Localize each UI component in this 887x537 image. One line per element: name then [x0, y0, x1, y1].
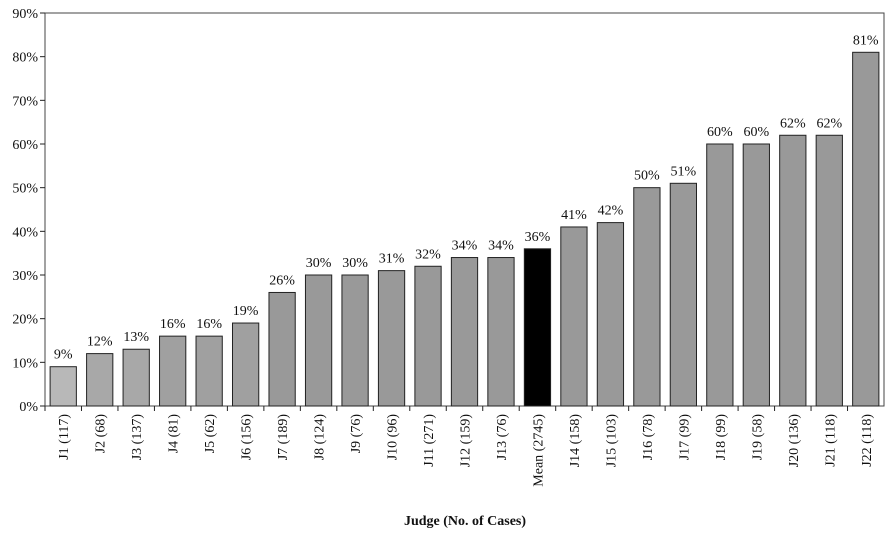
value-label: 60% — [743, 125, 769, 140]
x-tick-label: J3 (137) — [130, 414, 145, 461]
value-label: 16% — [160, 317, 186, 332]
bar — [487, 257, 515, 407]
x-tick-label: J7 (189) — [276, 414, 291, 461]
y-tick-label: 50% — [12, 182, 38, 197]
bar — [86, 353, 114, 407]
bar — [414, 265, 442, 407]
value-label: 34% — [488, 239, 514, 254]
bar — [596, 222, 625, 407]
bar — [195, 335, 223, 407]
value-label: 62% — [816, 116, 842, 131]
value-label: 51% — [671, 164, 697, 179]
value-label: 50% — [634, 169, 660, 184]
bar — [779, 134, 807, 407]
y-tick-label: 70% — [12, 94, 38, 109]
bar — [633, 187, 661, 407]
x-tick-label: J20 (136) — [787, 414, 802, 468]
x-tick-label: J21 (118) — [823, 414, 838, 467]
value-label: 31% — [379, 252, 405, 267]
x-tick-label: J19 (58) — [750, 414, 765, 461]
y-tick-label: 90% — [12, 7, 38, 22]
value-label: 81% — [853, 33, 879, 48]
bar — [815, 134, 843, 407]
value-label: 12% — [87, 335, 113, 350]
bar — [231, 322, 260, 407]
x-tick-label: J18 (99) — [714, 414, 729, 461]
x-tick-label: J5 (62) — [203, 414, 218, 454]
x-tick-label: J1 (117) — [57, 414, 72, 460]
bar — [341, 274, 369, 407]
x-tick-label: J9 (76) — [349, 414, 364, 454]
value-label: 9% — [54, 348, 73, 363]
y-tick-label: 40% — [12, 225, 38, 240]
x-tick-label: J8 (124) — [313, 414, 328, 461]
bar — [706, 143, 734, 407]
bar — [560, 226, 588, 407]
value-label: 32% — [415, 247, 441, 262]
x-tick-label: J12 (159) — [459, 414, 474, 468]
value-label: 42% — [598, 204, 624, 219]
bar — [377, 270, 406, 407]
value-label: 13% — [123, 330, 149, 345]
bar — [304, 274, 333, 407]
x-axis-title: Judge (No. of Cases) — [404, 514, 526, 529]
x-tick-label: J17 (99) — [677, 414, 692, 461]
y-tick-label: 20% — [12, 313, 38, 328]
value-label: 62% — [780, 116, 806, 131]
x-tick-label: Mean (2745) — [531, 414, 546, 487]
y-tick-label: 30% — [12, 269, 38, 284]
x-tick-label: J14 (158) — [568, 414, 583, 468]
x-tick-label: J6 (156) — [240, 414, 255, 461]
y-tick-label: 0% — [19, 400, 38, 415]
y-tick-label: 60% — [12, 138, 38, 153]
bar — [852, 51, 880, 407]
bar — [523, 248, 552, 407]
value-label: 41% — [561, 208, 587, 223]
y-tick-label: 80% — [12, 51, 38, 66]
value-label: 30% — [306, 256, 332, 271]
bar — [268, 291, 296, 407]
x-tick-label: J11 (271) — [422, 414, 437, 467]
bar — [742, 143, 770, 407]
value-label: 60% — [707, 125, 733, 140]
y-tick-label: 10% — [12, 356, 38, 371]
x-tick-label: J16 (78) — [641, 414, 656, 461]
value-label: 19% — [233, 304, 259, 319]
bar — [450, 257, 479, 407]
bar — [669, 182, 698, 407]
bar — [49, 366, 77, 407]
x-tick-label: J22 (118) — [860, 414, 875, 467]
value-label: 34% — [452, 239, 478, 254]
x-tick-label: J15 (103) — [604, 414, 619, 468]
x-tick-label: J13 (76) — [495, 414, 510, 461]
x-tick-label: J2 (68) — [94, 414, 109, 454]
x-tick-label: J4 (81) — [167, 414, 182, 454]
value-label: 16% — [196, 317, 222, 332]
value-label: 30% — [342, 256, 368, 271]
value-label: 26% — [269, 273, 295, 288]
x-tick-label: J10 (96) — [386, 414, 401, 461]
bar — [122, 348, 150, 407]
bar — [159, 335, 187, 407]
value-label: 36% — [525, 230, 551, 245]
